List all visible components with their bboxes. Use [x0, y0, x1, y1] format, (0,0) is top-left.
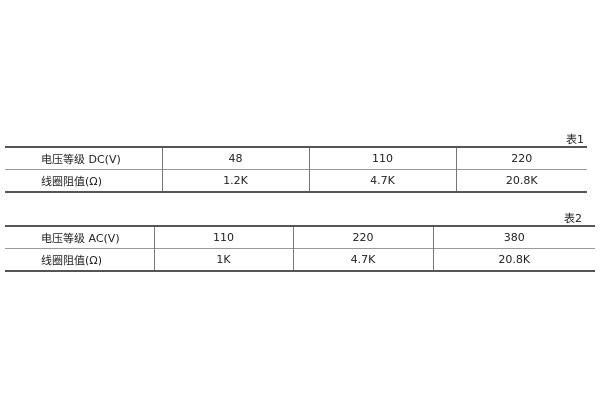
table-cell: 220	[292, 226, 433, 249]
table-cell: 380	[432, 226, 595, 249]
table-cell: 110	[153, 226, 293, 249]
table-row: 线圈阻值(Ω) 1K 4.7K 20.8K	[5, 248, 595, 271]
table-cell: 110	[308, 147, 456, 170]
table-row: 电压等级 AC(V) 110 220 380	[5, 226, 595, 249]
row-header: 电压等级 AC(V)	[41, 231, 120, 245]
row-header: 电压等级 DC(V)	[41, 152, 121, 166]
table2-caption: 表2	[564, 212, 582, 225]
table-row: 电压等级 DC(V) 48 110 220	[5, 147, 587, 170]
table-cell: 4.7K	[308, 169, 456, 192]
table-cell: 1K	[153, 248, 293, 271]
table-row: 线圈阻值(Ω) 1.2K 4.7K 20.8K	[5, 169, 587, 192]
table2-ac-voltage: 电压等级 AC(V) 110 220 380 线圈阻值(Ω) 1K 4.7K 2…	[5, 225, 595, 272]
table-cell: 1.2K	[161, 169, 309, 192]
table-cell: 20.8K	[432, 248, 595, 271]
table-cell: 20.8K	[455, 169, 587, 192]
row-header: 线圈阻值(Ω)	[5, 248, 154, 271]
table-cell: 4.7K	[292, 248, 433, 271]
table-cell: 48	[161, 147, 309, 170]
table-cell: 220	[455, 147, 587, 170]
table1-dc-voltage: 电压等级 DC(V) 48 110 220 线圈阻值(Ω) 1.2K 4.7K …	[5, 146, 587, 193]
row-header: 线圈阻值(Ω)	[5, 169, 162, 192]
table1-caption: 表1	[566, 133, 584, 146]
